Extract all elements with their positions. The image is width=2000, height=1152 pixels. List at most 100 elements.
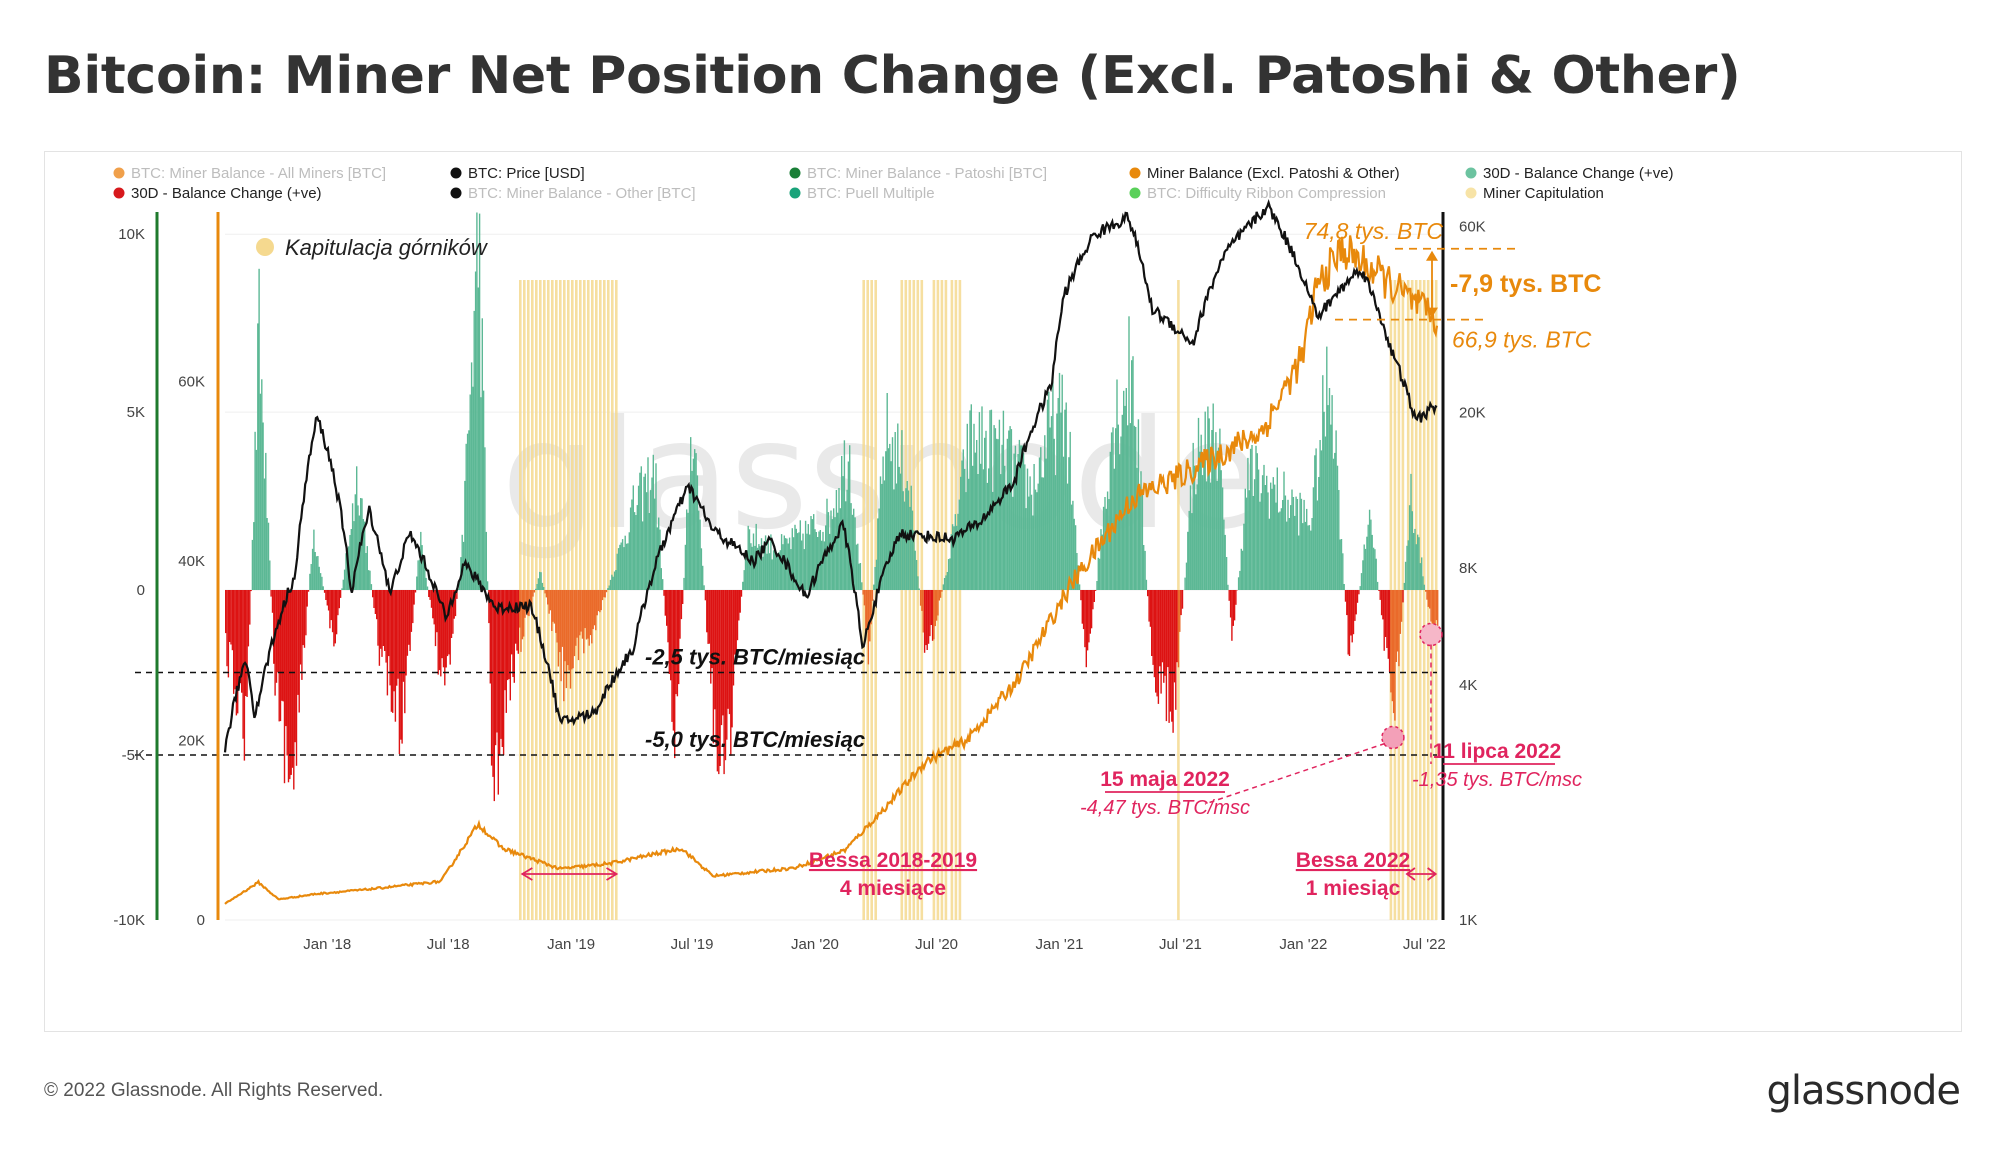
capitulation-bar — [954, 280, 958, 920]
negative-change-bar — [247, 590, 250, 647]
positive-change-bar — [627, 543, 629, 590]
jul-2022-title: 11 lipca 2022 — [1433, 740, 1561, 763]
positive-change-bar — [802, 533, 804, 590]
positive-change-bar — [1408, 505, 1411, 590]
negative-change-bar — [440, 590, 442, 677]
positive-change-bar — [366, 546, 368, 590]
negative-change-bar — [1344, 590, 1347, 602]
legend-marker — [1129, 167, 1141, 179]
negative-change-bar — [548, 590, 550, 614]
positive-change-bar — [1197, 417, 1200, 590]
positive-change-bar — [314, 552, 316, 590]
negative-change-bar — [532, 590, 534, 597]
jul-2022-marker — [1419, 622, 1443, 647]
positive-change-bar — [1271, 488, 1273, 590]
negative-change-bar — [1167, 590, 1169, 668]
negative-change-bar — [1387, 590, 1389, 659]
negative-change-bar — [389, 590, 391, 686]
positive-change-bar — [1404, 561, 1407, 590]
positive-change-bar — [810, 516, 812, 590]
negative-change-bar — [544, 590, 546, 594]
positive-change-bar — [1136, 467, 1138, 590]
positive-change-bar — [1278, 512, 1280, 590]
negative-change-bar — [414, 590, 417, 593]
capitulation-bar — [607, 280, 610, 920]
negative-change-bar — [561, 590, 564, 647]
positive-change-bar — [1338, 490, 1340, 590]
negative-change-bar — [307, 590, 310, 592]
positive-change-bar — [1260, 493, 1262, 590]
positive-change-bar — [825, 525, 827, 590]
positive-change-bar — [1001, 444, 1003, 590]
negative-change-bar — [273, 590, 275, 664]
legend-label: Miner Balance (Excl. Patoshi & Other) — [1147, 165, 1400, 182]
negative-change-bar — [372, 590, 374, 598]
x-axis-tick: Jan '20 — [791, 936, 839, 953]
positive-change-bar — [771, 559, 773, 590]
miner-balance-line — [224, 235, 1439, 905]
capitulation-bar — [958, 280, 962, 920]
positive-change-bar — [480, 397, 482, 590]
positive-change-bar — [1274, 484, 1276, 590]
negative-change-bar — [563, 590, 565, 702]
negative-change-bar — [1085, 590, 1087, 668]
positive-change-bar — [628, 532, 630, 590]
current-balance-label: 66,9 tys. BTC — [1452, 327, 1592, 353]
negative-change-bar — [739, 590, 741, 613]
capitulation-bar — [944, 280, 948, 920]
positive-change-bar — [652, 454, 654, 590]
negative-change-bar — [926, 590, 928, 650]
positive-change-bar — [1078, 584, 1081, 590]
negative-change-bar — [271, 590, 274, 613]
negative-change-bar — [1384, 590, 1387, 637]
positive-change-bar — [850, 503, 852, 590]
negative-change-bar — [941, 590, 943, 592]
negative-change-bar — [571, 590, 573, 670]
positive-change-bar — [882, 456, 884, 590]
positive-change-bar — [1006, 438, 1009, 590]
negative-change-bar — [508, 590, 510, 679]
x-axis-tick: Jul '22 — [1403, 936, 1446, 953]
positive-change-bar — [744, 556, 747, 590]
brand-logo[interactable]: glassnode — [1766, 1068, 1961, 1114]
positive-change-bar — [965, 492, 967, 590]
negative-change-bar — [1399, 590, 1401, 634]
positive-change-bar — [1070, 504, 1073, 590]
negative-change-bar — [1431, 590, 1434, 636]
positive-change-bar — [1423, 584, 1425, 590]
negative-change-bar — [1152, 590, 1154, 665]
positive-change-bar — [259, 393, 262, 590]
positive-change-bar — [251, 539, 254, 590]
positive-change-bar — [1406, 545, 1408, 590]
positive-change-bar — [1220, 470, 1222, 590]
positive-change-bar — [343, 569, 346, 590]
negative-change-bar — [492, 590, 494, 777]
legend-marker — [450, 167, 462, 179]
negative-change-bar — [249, 590, 251, 625]
balance-axis-tick: 60K — [178, 374, 205, 391]
positive-change-bar — [1249, 448, 1252, 590]
positive-change-bar — [1291, 489, 1293, 590]
x-axis-tick: Jan '19 — [547, 936, 595, 953]
legend-marker — [789, 167, 801, 179]
negative-change-bar — [450, 590, 453, 638]
negative-change-bar — [1093, 590, 1095, 602]
positive-change-bar — [886, 393, 888, 590]
positive-change-bar — [1323, 411, 1325, 590]
positive-change-bar — [976, 440, 978, 590]
positive-change-bar — [978, 412, 981, 590]
negative-change-bar — [293, 590, 295, 790]
negative-change-bar — [287, 590, 290, 783]
positive-change-bar — [474, 271, 477, 590]
positive-change-bar — [1288, 518, 1291, 590]
negative-change-bar — [1391, 590, 1393, 702]
negative-change-bar — [452, 590, 454, 634]
positive-change-bar — [1272, 477, 1274, 590]
negative-change-bar — [599, 590, 601, 613]
positive-change-bar — [659, 529, 661, 590]
positive-change-bar — [760, 538, 763, 590]
positive-change-bar — [1020, 445, 1022, 590]
negative-change-bar — [241, 590, 243, 693]
negative-change-bar — [504, 590, 506, 691]
chart-frame: glassnode -2,5 tys. BTC/miesiąc -5,0 tys.… — [44, 151, 1962, 1032]
